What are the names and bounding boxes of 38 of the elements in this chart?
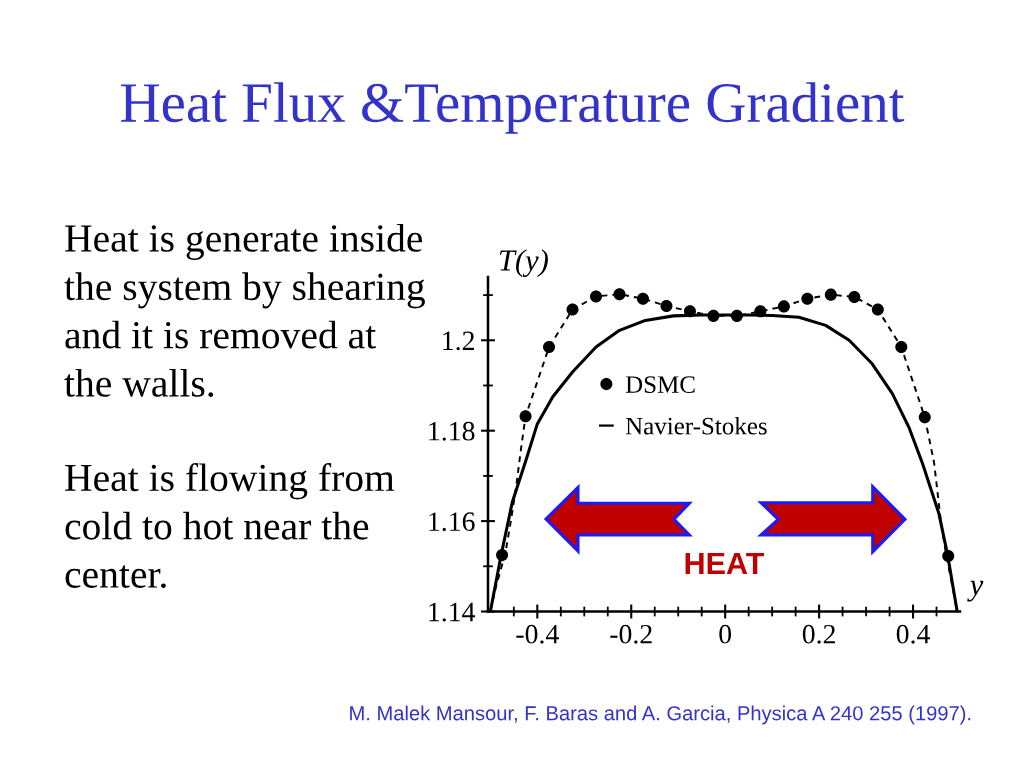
point (566, 303, 579, 316)
x-tick-label: 0.2 (802, 624, 835, 644)
annotation: HEAT (685, 552, 765, 574)
chart-title: Heat Flux &Temperature Gradient (121, 82, 905, 134)
point (707, 309, 720, 322)
text: Heat is flowing from cold to hot near the center. (65, 463, 395, 589)
text: Heat is generate inside the system by shearing and it is removed at the walls. (64, 224, 425, 398)
point (754, 305, 767, 318)
point (824, 288, 837, 301)
y-tick-label: 1.16 (429, 512, 475, 532)
point (496, 548, 509, 562)
point (660, 299, 673, 312)
point (871, 303, 884, 316)
point (777, 300, 790, 313)
point (590, 290, 603, 303)
x-tick-label: -0.4 (516, 624, 559, 644)
point (613, 288, 626, 301)
legend-label: Navier-Stokes (625, 416, 767, 435)
legend-label: DSMC (625, 376, 695, 393)
point (730, 309, 743, 322)
x-tick-label: -0.2 (610, 624, 652, 644)
y-tick-label: 1.2 (443, 331, 474, 351)
x-tick-label: 0.4 (896, 624, 930, 644)
y-tick-label: 1.18 (429, 421, 475, 441)
point (801, 292, 814, 305)
y-tick-label: 1.14 (429, 602, 476, 622)
point (543, 341, 556, 354)
point (895, 341, 908, 354)
point (848, 290, 861, 303)
point (519, 410, 532, 423)
point (636, 292, 649, 305)
x-axis-title: y (967, 580, 984, 602)
point (918, 411, 931, 424)
text: M. Malek Mansour, F. Baras and A. Garcia, Physica A 240 255 (1997). (350, 705, 971, 725)
x-tick-label: 0 (719, 624, 732, 644)
point (683, 305, 696, 318)
y-axis-title: T(y) (499, 249, 548, 277)
point (942, 549, 955, 562)
